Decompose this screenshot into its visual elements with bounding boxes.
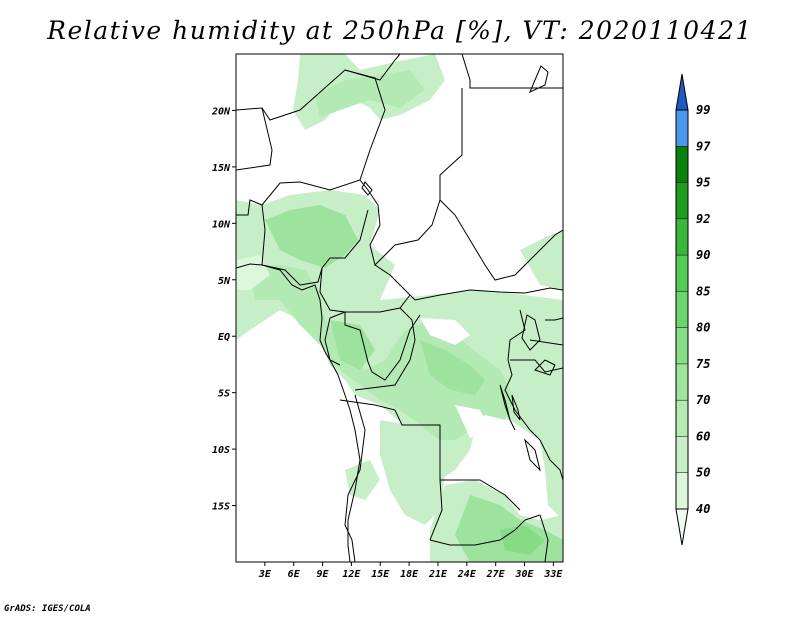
lon-tick-label: 6E bbox=[288, 569, 301, 580]
map-frame bbox=[235, 53, 564, 563]
lon-tick-label: 15E bbox=[371, 569, 390, 580]
colorbar-segment bbox=[676, 363, 688, 401]
lon-tick-label: 21E bbox=[428, 569, 448, 580]
lat-tick-label: 10S bbox=[212, 445, 230, 456]
colorbar-label: 85 bbox=[696, 284, 710, 298]
colorbar-segment bbox=[676, 436, 688, 473]
colorbar-low-triangle bbox=[675, 508, 689, 546]
lon-tick-label: 18E bbox=[400, 569, 419, 580]
colorbar-segment bbox=[676, 255, 688, 292]
lon-tick-label: 24E bbox=[457, 569, 477, 580]
lon-tick-label: 12E bbox=[342, 569, 361, 580]
lon-tick-label: 30E bbox=[514, 569, 534, 580]
colorbar: 40 50 60 70 75 80 85 90 92 95 97 99 bbox=[675, 73, 711, 546]
colorbar-label: 60 bbox=[696, 429, 710, 443]
lat-tick-label: 15N bbox=[212, 163, 231, 174]
colorbar-high-triangle bbox=[675, 73, 689, 111]
lon-tick-label: 33E bbox=[543, 569, 563, 580]
colorbar-label: 97 bbox=[696, 139, 711, 153]
humidity-shading bbox=[236, 54, 563, 562]
lon-tick-label: 3E bbox=[258, 569, 272, 580]
colorbar-label: 90 bbox=[696, 248, 710, 262]
colorbar-segment bbox=[676, 400, 688, 437]
colorbar-label: 99 bbox=[696, 103, 710, 117]
grads-credit: GrADS: IGES/COLA bbox=[4, 604, 91, 614]
great-lakes bbox=[361, 65, 556, 472]
colorbar-segment bbox=[676, 146, 688, 183]
colorbar-label: 50 bbox=[696, 466, 710, 480]
colorbar-segment bbox=[676, 327, 688, 364]
longitude-axis: 3E 6E 9E 12E 15E 18E 21E 24E 27E 30E 33E bbox=[258, 562, 563, 580]
colorbar-label: 92 bbox=[696, 212, 710, 226]
latitude-axis: 20N 15N 10N 5N EQ 5S 10S 15S bbox=[211, 106, 236, 513]
colorbar-segment bbox=[676, 472, 688, 509]
lat-tick-label: 5N bbox=[218, 276, 231, 287]
lat-tick-label: 20N bbox=[211, 106, 231, 117]
colorbar-segment bbox=[676, 110, 688, 147]
colorbar-label: 40 bbox=[696, 502, 710, 516]
lon-tick-label: 9E bbox=[317, 569, 330, 580]
coastline bbox=[236, 263, 361, 562]
lat-tick-label: 5S bbox=[218, 389, 230, 400]
colorbar-label: 80 bbox=[696, 321, 710, 335]
lat-tick-label: EQ bbox=[218, 332, 230, 343]
colorbar-label: 70 bbox=[696, 393, 710, 407]
lat-tick-label: 15S bbox=[212, 502, 230, 513]
map-title: Relative humidity at 250hPa [%], VT: 202… bbox=[47, 16, 753, 45]
colorbar-label: 75 bbox=[696, 357, 710, 371]
colorbar-label: 95 bbox=[696, 176, 710, 190]
colorbar-segment bbox=[676, 291, 688, 328]
lon-tick-label: 27E bbox=[486, 569, 506, 580]
colorbar-segment bbox=[676, 218, 688, 256]
colorbar-segment bbox=[676, 182, 688, 219]
lat-tick-label: 10N bbox=[212, 219, 231, 230]
country-borders bbox=[236, 54, 563, 562]
